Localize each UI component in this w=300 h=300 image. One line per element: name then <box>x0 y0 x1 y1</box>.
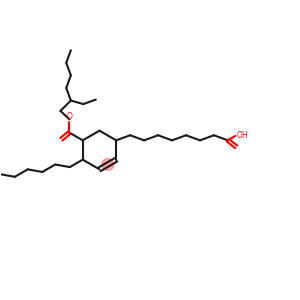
Text: OH: OH <box>236 131 248 140</box>
Text: O: O <box>66 112 72 121</box>
Circle shape <box>102 158 114 170</box>
